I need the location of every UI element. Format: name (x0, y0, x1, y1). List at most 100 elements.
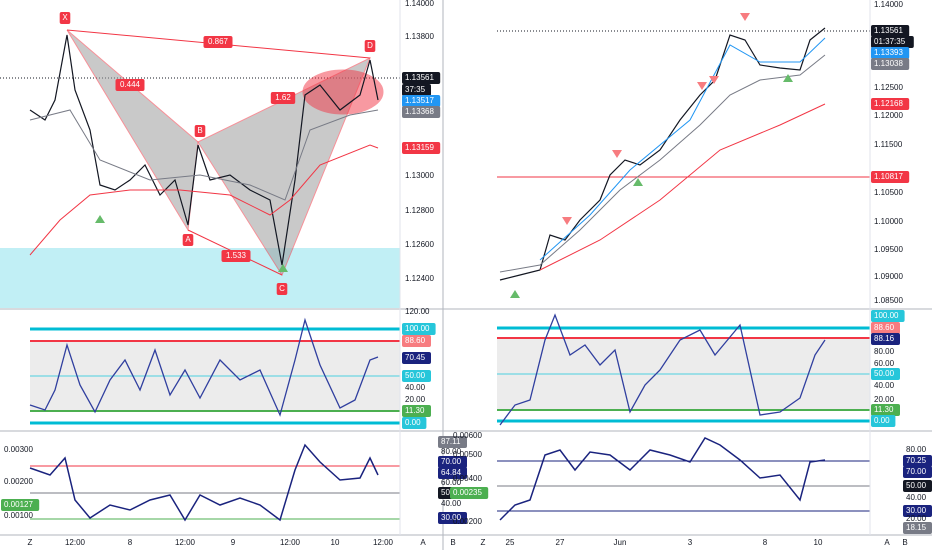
label: 0.00100 (4, 511, 33, 520)
ma-mid (499, 54, 826, 273)
label: 1.10500 (874, 188, 903, 197)
label: 0.00400 (453, 474, 482, 483)
label-box (402, 106, 441, 118)
label-box (871, 333, 900, 345)
label: 1.12600 (405, 240, 434, 249)
label-box (871, 404, 900, 416)
label: 100.00 (874, 311, 899, 320)
label-box (221, 250, 251, 262)
label: D (367, 41, 373, 50)
label: 27 (556, 538, 565, 547)
label-box (871, 58, 910, 70)
label: 20.00 (906, 514, 927, 523)
label: 0.00 (405, 418, 421, 427)
label: 1.13517 (405, 96, 434, 105)
label: 1.12000 (874, 111, 903, 120)
label-box (871, 171, 910, 183)
label: 18.15 (906, 523, 927, 532)
label: 1.13159 (405, 143, 434, 152)
label-box (871, 98, 910, 110)
label-box (871, 368, 900, 380)
label-box (270, 92, 296, 104)
label: 120.00 (405, 307, 430, 316)
label: B (902, 538, 907, 547)
label: 3 (688, 538, 693, 547)
label: 1.12500 (874, 83, 903, 92)
label: 40.00 (441, 499, 462, 508)
label: 40.00 (874, 381, 895, 390)
signal (783, 74, 793, 82)
label-box (871, 47, 910, 59)
label: 1.11500 (874, 140, 903, 149)
label: 1.533 (226, 251, 247, 260)
label: 1.62 (275, 93, 291, 102)
label-box (203, 36, 233, 48)
label: Z (28, 538, 33, 547)
label: 100.00 (405, 324, 430, 333)
signal (612, 150, 622, 158)
label: 80.00 (874, 347, 895, 356)
label-box (276, 283, 288, 295)
label: 1.10817 (874, 172, 903, 181)
label: 50.00 (906, 481, 927, 490)
label: 1.13561 (874, 26, 903, 35)
label-box (450, 487, 489, 499)
macd (499, 437, 826, 521)
label: 12:00 (65, 538, 86, 547)
label-box (182, 234, 194, 246)
ma-slow (539, 103, 826, 271)
label: 8 (128, 538, 133, 547)
label: B (197, 126, 202, 135)
label-box (402, 72, 441, 84)
label: 37:35 (405, 85, 426, 94)
ma-slow (29, 144, 379, 256)
label: 9 (231, 538, 236, 547)
label-box (871, 36, 914, 48)
label-box (115, 79, 145, 91)
label: 20.00 (874, 395, 895, 404)
label: 0.444 (120, 80, 141, 89)
label: 60.00 (441, 478, 462, 487)
label: 0.00600 (453, 431, 482, 440)
label: 40.00 (906, 493, 927, 502)
label: 01:37:35 (874, 37, 906, 46)
label-box (194, 125, 206, 137)
label: 88.16 (874, 334, 895, 343)
label: 80.00 (906, 445, 927, 454)
label: 20.00 (405, 395, 426, 404)
label-box (438, 436, 467, 448)
label: A (884, 538, 890, 547)
label-box (402, 352, 431, 364)
label-box (903, 466, 932, 478)
macd (29, 443, 379, 522)
label: 40.00 (405, 383, 426, 392)
label: 88.60 (405, 336, 426, 345)
signal (95, 215, 105, 223)
label: 10 (331, 538, 340, 547)
label: 30.00 (441, 513, 462, 522)
label-box (402, 335, 431, 347)
label: 12:00 (373, 538, 394, 547)
label: 70.00 (906, 467, 927, 476)
label: 0.00200 (4, 477, 33, 486)
label-box (903, 455, 932, 467)
label: 30.00 (906, 506, 927, 515)
label: 87.11 (441, 437, 461, 446)
label: 1.13393 (874, 48, 903, 57)
label-box (402, 323, 436, 335)
label-box (871, 415, 896, 427)
label: B (450, 538, 455, 547)
label: 50.00 (405, 371, 426, 380)
signal (278, 264, 288, 272)
label-box (903, 505, 932, 517)
label: 8 (763, 538, 768, 547)
label-box (438, 467, 467, 479)
label: 1.09000 (874, 272, 903, 281)
label-box (402, 405, 431, 417)
label-box (402, 84, 431, 96)
label: 1.12400 (405, 274, 434, 283)
label: 88.60 (874, 323, 895, 332)
label-box (903, 480, 932, 492)
label: 11.30 (405, 406, 425, 415)
